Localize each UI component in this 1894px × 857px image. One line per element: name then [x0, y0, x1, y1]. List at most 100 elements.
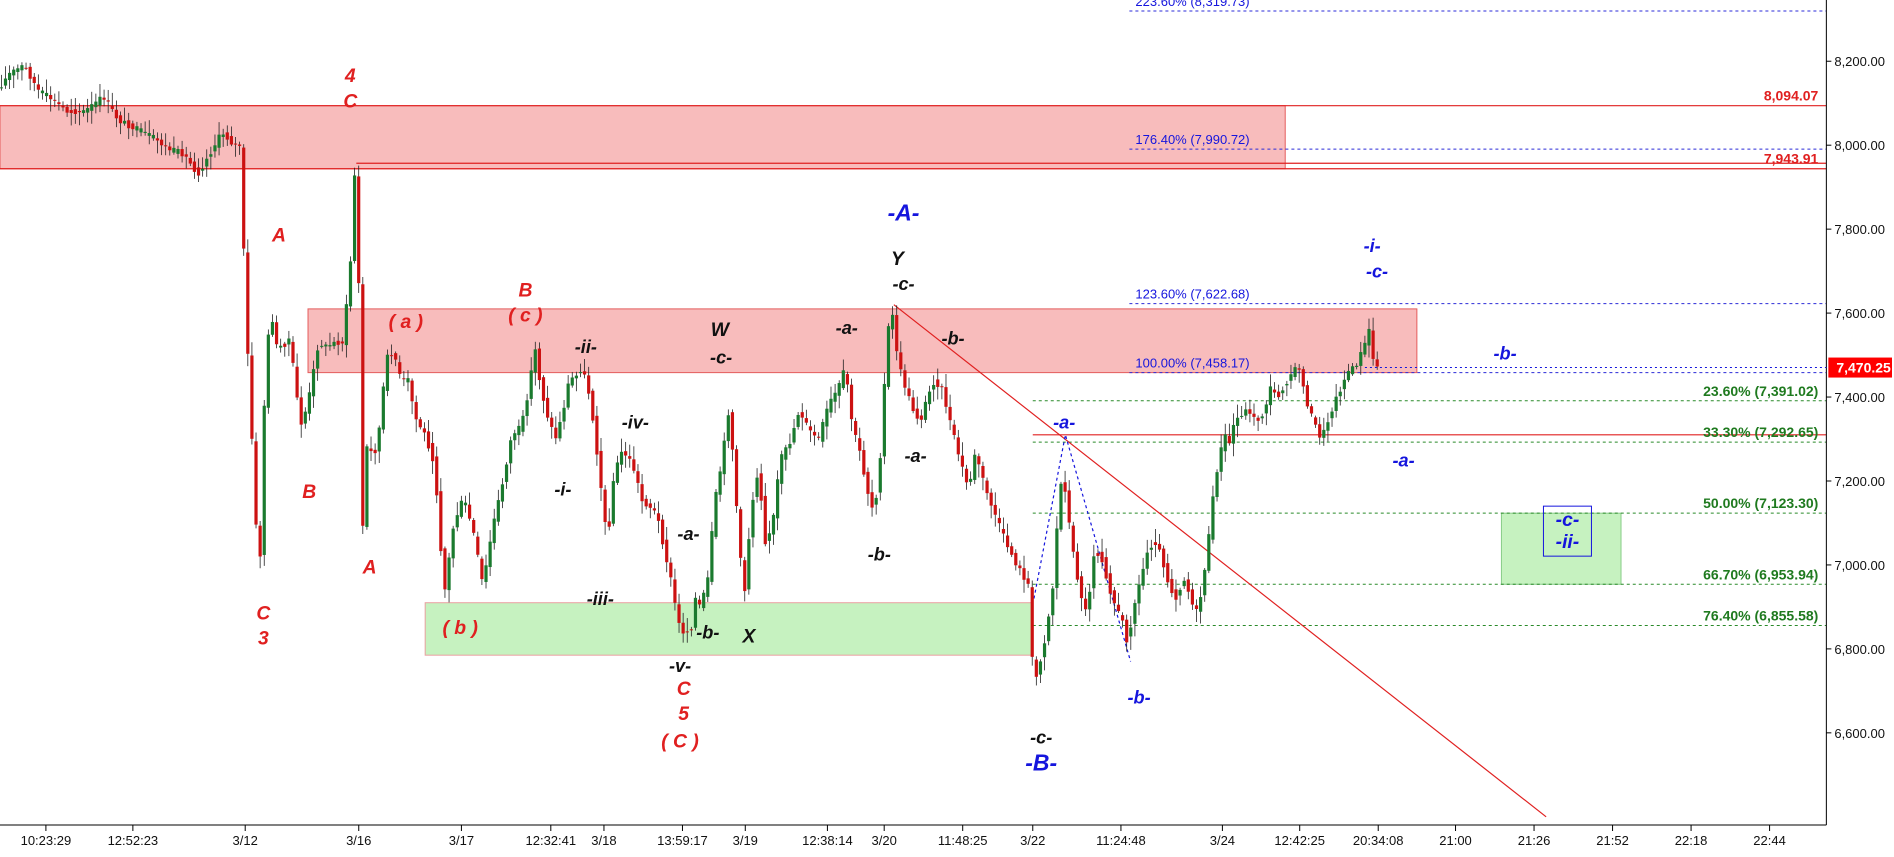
price-zone — [0, 105, 1286, 170]
wave-label: -B- — [1025, 750, 1057, 776]
candle-body — [250, 355, 254, 439]
candle-body — [1194, 605, 1199, 610]
candle-body — [537, 348, 542, 381]
candle-body — [1157, 543, 1162, 550]
candle-body — [767, 533, 771, 541]
candle-body — [65, 106, 69, 113]
candle-body — [780, 454, 784, 484]
candle-body — [685, 631, 689, 633]
candle-body — [287, 338, 291, 345]
candle-body — [759, 473, 763, 501]
candle-body — [262, 405, 266, 555]
candle-body — [8, 72, 12, 81]
candle-body — [648, 503, 652, 508]
y-tick-label: 8,000.00 — [1834, 138, 1885, 153]
candle-body — [295, 366, 299, 398]
candle-body — [151, 134, 155, 139]
y-tick-label: 6,600.00 — [1834, 726, 1885, 741]
x-tick-label: 20:34:08 — [1353, 833, 1404, 848]
candle-body — [274, 322, 279, 345]
candle-body — [997, 517, 1001, 524]
candle-body — [1063, 482, 1067, 492]
candle-body — [357, 176, 361, 284]
candle-body — [90, 104, 94, 111]
candle-body — [595, 415, 599, 455]
candle-body — [706, 577, 710, 597]
candle-body — [1371, 330, 1375, 359]
price-zone — [1500, 512, 1622, 585]
candle-body — [467, 504, 472, 519]
candle-body — [1207, 534, 1211, 571]
candle-body — [763, 495, 767, 545]
candle-body — [443, 548, 447, 590]
x-tick-label: 12:38:14 — [802, 833, 853, 848]
candle-body — [303, 411, 307, 424]
candle-body — [911, 397, 915, 412]
wave-label: -a- — [836, 318, 858, 338]
candle-body — [1281, 390, 1285, 394]
candle-body — [513, 433, 517, 441]
candle-body — [866, 471, 870, 494]
candle-body — [28, 66, 32, 79]
candle-body — [1145, 552, 1149, 569]
candle-body — [1018, 565, 1022, 569]
candle-body — [558, 422, 562, 439]
candle-body — [504, 464, 509, 482]
wave-box-label: -c- — [1556, 510, 1580, 531]
wave-label: -iv- — [622, 413, 649, 433]
candle-body — [792, 428, 796, 443]
candle-body — [451, 528, 455, 559]
candle-body — [936, 379, 940, 387]
candle-body — [389, 355, 394, 357]
candle-body — [188, 157, 192, 164]
candles-layer — [0, 62, 1379, 686]
candle-body — [155, 138, 160, 141]
candle-body — [1342, 379, 1346, 390]
candle-body — [476, 536, 480, 555]
candle-body — [307, 392, 312, 414]
candle-body — [541, 377, 546, 401]
candle-body — [669, 562, 673, 578]
candle-body — [1108, 573, 1112, 594]
wave-label: -b- — [696, 622, 719, 642]
candle-body — [398, 362, 402, 374]
candle-body — [373, 449, 377, 454]
y-tick-label: 7,600.00 — [1834, 306, 1885, 321]
candle-body — [242, 147, 246, 249]
candle-body — [1248, 409, 1252, 414]
candle-body — [1277, 391, 1281, 398]
wave-label: B — [302, 482, 316, 503]
zones-layer — [0, 105, 1622, 656]
y-tick-label: 8,200.00 — [1834, 54, 1885, 69]
candle-body — [406, 378, 410, 383]
price-zone — [307, 308, 1418, 374]
candle-body — [570, 377, 574, 386]
candle-body — [862, 450, 866, 475]
candle-body — [1042, 643, 1047, 658]
candle-body — [431, 442, 435, 462]
candle-body — [673, 579, 677, 603]
candle-body — [1244, 409, 1248, 416]
candle-body — [291, 341, 295, 363]
candle-body — [1112, 590, 1116, 604]
candle-body — [665, 539, 669, 563]
candle-body — [205, 158, 209, 167]
candle-body — [488, 541, 492, 568]
candle-body — [1289, 374, 1293, 381]
candle-body — [410, 380, 414, 402]
candle-body — [131, 123, 135, 130]
candle-body — [964, 468, 969, 483]
candle-body — [1363, 342, 1367, 355]
candle-body — [533, 349, 537, 373]
wave-label: -b- — [941, 329, 964, 349]
wave-label: -i- — [554, 480, 571, 500]
candle-body — [254, 441, 258, 525]
candle-body — [837, 383, 841, 396]
candle-body — [1256, 417, 1260, 421]
y-tick-label: 7,200.00 — [1834, 474, 1885, 489]
candle-body — [849, 384, 854, 420]
candle-body — [1075, 551, 1080, 580]
candle-body — [788, 443, 792, 449]
